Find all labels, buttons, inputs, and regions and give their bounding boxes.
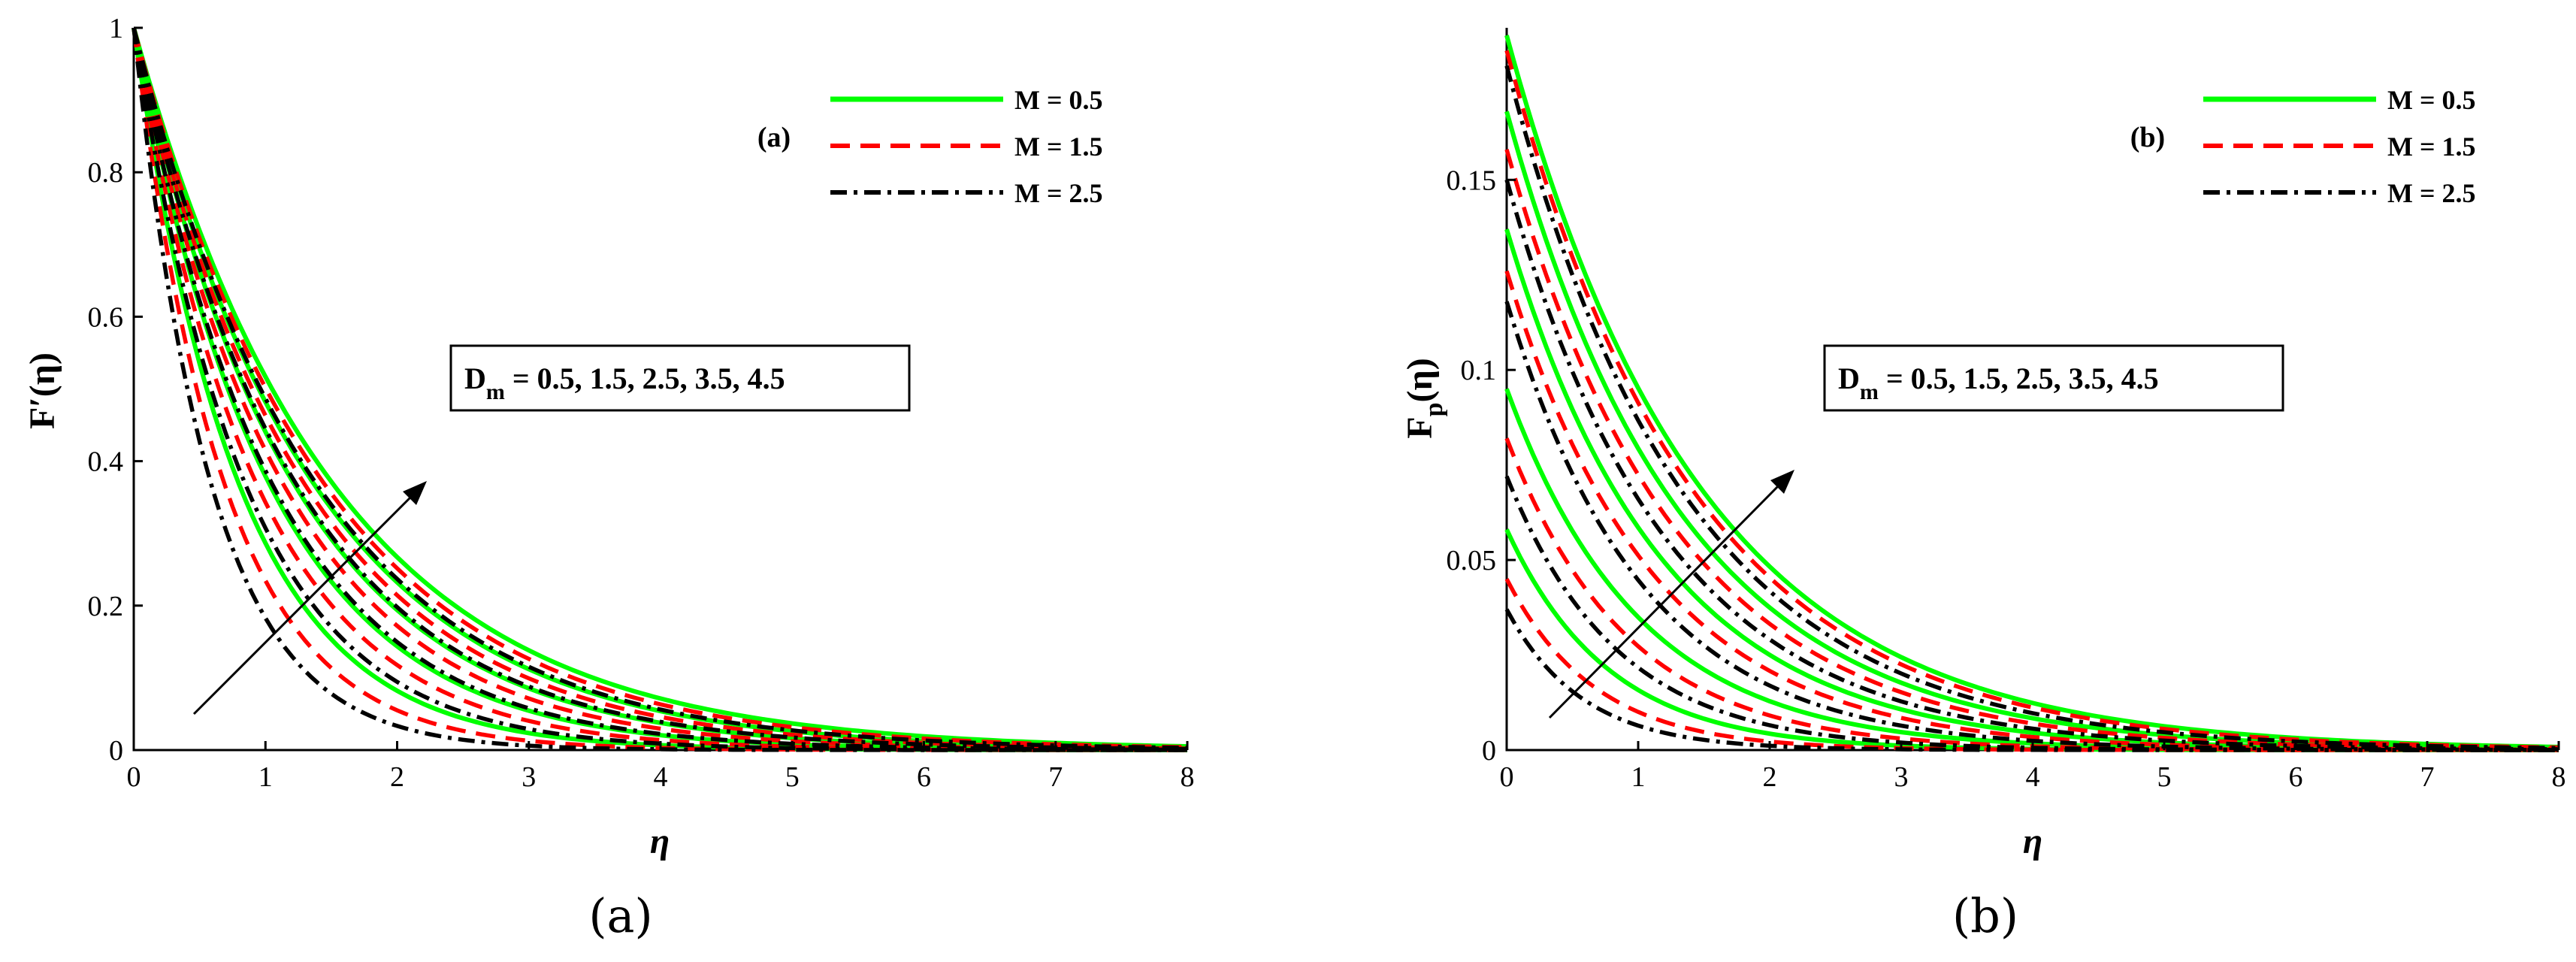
panel-a-x-tick-label: 5	[785, 761, 800, 793]
panel-b-y-tick-label: 0.1	[1461, 355, 1497, 386]
panel-a-x-label: η	[650, 821, 670, 861]
panel-b-curve-series-1-dm-2	[1504, 388, 2559, 752]
panel-b-curve-series-3-dm-4	[1504, 179, 2559, 752]
panel-a-curve-series-3-dm-5	[132, 27, 1188, 750]
panel-a-legend-label-1: M = 0.5	[1014, 85, 1103, 115]
panel-a-y-tick-label: 0.4	[88, 446, 124, 478]
panel-b-y-tick-label: 0.05	[1447, 545, 1497, 576]
panel-b-x-tick-label: 7	[2420, 761, 2435, 793]
panel-b-legend-label-1: M = 0.5	[2387, 85, 2476, 115]
panel-b-curve-series-3-dm-5	[1504, 65, 2559, 751]
panel-b-y-label-sub: p	[1420, 402, 1448, 416]
panel-a-x-tick-label: 2	[390, 761, 404, 793]
panel-a-legend-label-2: M = 1.5	[1014, 132, 1103, 162]
panel-a-y-label: F′(η)	[23, 352, 62, 429]
panel-b-curve-series-2-dm-3	[1504, 270, 2559, 752]
panel-b-x-tick-label: 3	[1894, 761, 1909, 793]
panel-a-ticks: 0 1 2 3 4 5 6 7 8 0 0.2 0.4 0.6 0.8 1	[88, 13, 1195, 793]
panel-a-caption: (a)	[588, 888, 652, 943]
panel-a-legend-label-3: M = 2.5	[1014, 178, 1103, 208]
panel-a-y-tick-label: 0	[109, 735, 123, 767]
svg-text:Dm = 0.5, 1.5, 2.5, 3.5, 4.5: Dm = 0.5, 1.5, 2.5, 3.5, 4.5	[464, 362, 785, 404]
panel-a-x-tick-label: 4	[654, 761, 668, 793]
panel-a-annotation-sub: m	[486, 380, 505, 404]
panel-b-y-tick-label: 0.15	[1447, 165, 1497, 196]
panel-b-x-tick-label: 5	[2157, 761, 2172, 793]
panel-b-curve-series-3-dm-3	[1504, 301, 2559, 752]
svg-text:Dm = 0.5, 1.5, 2.5, 3.5, 4.5: Dm = 0.5, 1.5, 2.5, 3.5, 4.5	[1838, 362, 2159, 404]
panel-b-annotation-values: = 0.5, 1.5, 2.5, 3.5, 4.5	[1879, 362, 2159, 395]
panel-a-panel-label: (a)	[757, 122, 791, 153]
panel-a-curve-series-2-dm-5	[132, 27, 1188, 749]
panel-b-x-tick-label: 0	[1500, 761, 1514, 793]
panel-b-y-label: F	[1400, 416, 1440, 438]
panel-a-x-tick-label: 7	[1048, 761, 1063, 793]
panel-b-x-tick-label: 2	[1763, 761, 1777, 793]
panel-b-caption: (b)	[1952, 888, 2018, 943]
panel-a-x-tick-label: 0	[127, 761, 141, 793]
panel-a-annotation-box: Dm = 0.5, 1.5, 2.5, 3.5, 4.5	[449, 344, 911, 412]
panel-a-legend: M = 0.5 M = 1.5 M = 2.5	[830, 85, 1103, 208]
panel-a-curves	[132, 27, 1188, 752]
panel-b-y-label-suffix: (η)	[1400, 358, 1440, 402]
panel-b-x-tick-label: 1	[1631, 761, 1646, 793]
panel-a-curve-series-3-dm-4	[132, 27, 1187, 752]
panel-b-x-tick-label: 6	[2289, 761, 2303, 793]
panel-a: 0 1 2 3 4 5 6 7 8 0 0.2 0.4 0.6 0.8 1 (a) η F′(η) Dm =…	[23, 13, 1195, 943]
panel-b-arrow	[1548, 470, 1794, 719]
panel-a-x-tick-label: 8	[1181, 761, 1195, 793]
panel-a-curve-series-1-dm-5	[132, 27, 1188, 749]
svg-text:Fp(η): Fp(η)	[1400, 358, 1448, 438]
panel-b-x-tick-label: 8	[2552, 761, 2566, 793]
panel-b-annotation-box: Dm = 0.5, 1.5, 2.5, 3.5, 4.5	[1823, 344, 2284, 412]
panel-a-x-tick-label: 6	[917, 761, 931, 793]
panel-b-legend: M = 0.5 M = 1.5 M = 2.5	[2203, 85, 2476, 208]
panel-b-ticks: 0 1 2 3 4 5 6 7 8 0 0.05 0.1 0.15	[1447, 165, 2566, 793]
panel-b-annotation-symbol: D	[1838, 362, 1860, 395]
panel-b-legend-label-2: M = 1.5	[2387, 132, 2476, 162]
panel-b-panel-label: (b)	[2130, 122, 2165, 153]
panel-a-y-tick-label: 1	[109, 13, 123, 44]
panel-a-curve-series-3-dm-3	[132, 27, 1187, 752]
panel-b-x-label: η	[2023, 821, 2042, 861]
panel-b-y-tick-label: 0	[1482, 735, 1496, 767]
panel-a-y-tick-label: 0.2	[88, 591, 124, 622]
panel-b-annotation-sub: m	[1860, 380, 1879, 404]
panel-a-curve-series-3-dm-1	[132, 27, 1187, 752]
panel-a-y-tick-label: 0.8	[88, 157, 124, 189]
panel-a-arrow	[192, 481, 427, 715]
panel-b-x-tick-label: 4	[2026, 761, 2040, 793]
panel-a-annotation-values: = 0.5, 1.5, 2.5, 3.5, 4.5	[505, 362, 785, 395]
panel-a-x-tick-label: 1	[259, 761, 273, 793]
panel-b: 0 1 2 3 4 5 6 7 8 0 0.05 0.1 0.15 (b) η Fp(η) Dm = 0…	[1400, 28, 2566, 943]
panel-a-x-tick-label: 3	[522, 761, 536, 793]
panel-a-annotation-symbol: D	[464, 362, 486, 395]
panel-b-legend-label-3: M = 2.5	[2387, 178, 2476, 208]
panel-a-y-tick-label: 0.6	[88, 301, 124, 333]
